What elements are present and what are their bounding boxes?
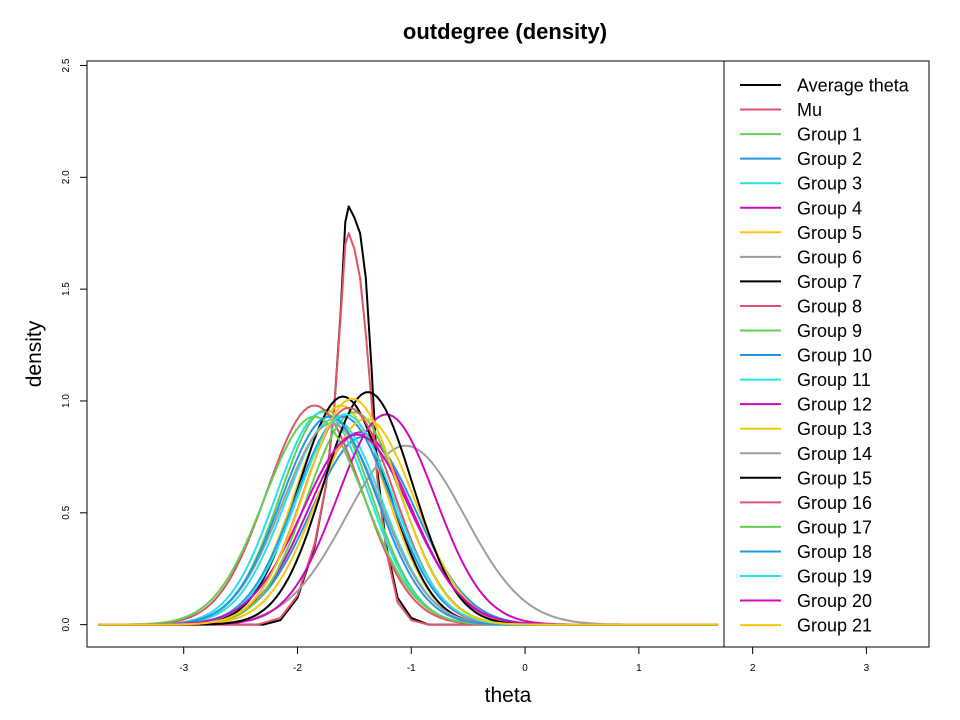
legend-label: Average theta <box>797 76 910 96</box>
x-tick-label: 1 <box>636 663 642 674</box>
x-tick-label: 3 <box>864 663 870 674</box>
x-tick-label: 0 <box>522 663 528 674</box>
y-tick-label: 0.0 <box>61 617 72 631</box>
legend-label: Mu <box>797 100 822 120</box>
legend-label: Group 21 <box>797 616 872 636</box>
x-tick-label: -1 <box>407 663 416 674</box>
legend-label: Group 11 <box>797 370 871 390</box>
legend-label: Group 10 <box>797 346 872 366</box>
y-tick-label: 0.5 <box>61 505 72 519</box>
legend-label: Group 4 <box>797 198 862 218</box>
x-tick-label: 2 <box>750 663 756 674</box>
y-axis-label: density <box>23 320 46 387</box>
y-tick-label: 2.5 <box>61 58 72 72</box>
series-layer <box>98 205 719 626</box>
legend-label: Group 20 <box>797 591 872 611</box>
legend-label: Group 18 <box>797 542 872 562</box>
legend-label: Group 19 <box>797 567 872 587</box>
legend-label: Group 7 <box>797 272 862 292</box>
legend-label: Group 16 <box>797 493 872 513</box>
series-line-22 <box>98 397 719 626</box>
x-tick-label: -3 <box>179 663 188 674</box>
legend-label: Group 17 <box>797 517 872 537</box>
chart-title: outdegree (density) <box>403 19 607 44</box>
y-axis: 0.0 0.5 1.0 1.5 2.0 2.5 <box>61 58 87 632</box>
legend-label: Group 15 <box>797 468 872 488</box>
y-tick-label: 2.0 <box>61 170 72 184</box>
legend-label: Group 12 <box>797 395 872 415</box>
y-tick-label: 1.0 <box>61 394 72 408</box>
legend-label: Group 14 <box>797 444 872 464</box>
legend-label: Group 3 <box>797 174 862 194</box>
x-axis: -3 -2 -1 0 1 2 3 <box>179 647 870 674</box>
legend-label: Group 13 <box>797 419 872 439</box>
y-tick-label: 1.5 <box>61 282 72 296</box>
legend-label: Group 2 <box>797 149 862 169</box>
x-tick-label: -2 <box>293 663 302 674</box>
legend-label: Group 9 <box>797 321 862 341</box>
legend-label: Group 6 <box>797 247 862 267</box>
legend-label: Group 5 <box>797 223 862 243</box>
x-axis-label: theta <box>485 684 532 707</box>
legend: Average theta Mu Group 1 Group 2 Group 3 Grou… <box>723 60 930 648</box>
legend-label: Group 8 <box>797 296 862 316</box>
legend-label: Group 1 <box>797 125 862 145</box>
